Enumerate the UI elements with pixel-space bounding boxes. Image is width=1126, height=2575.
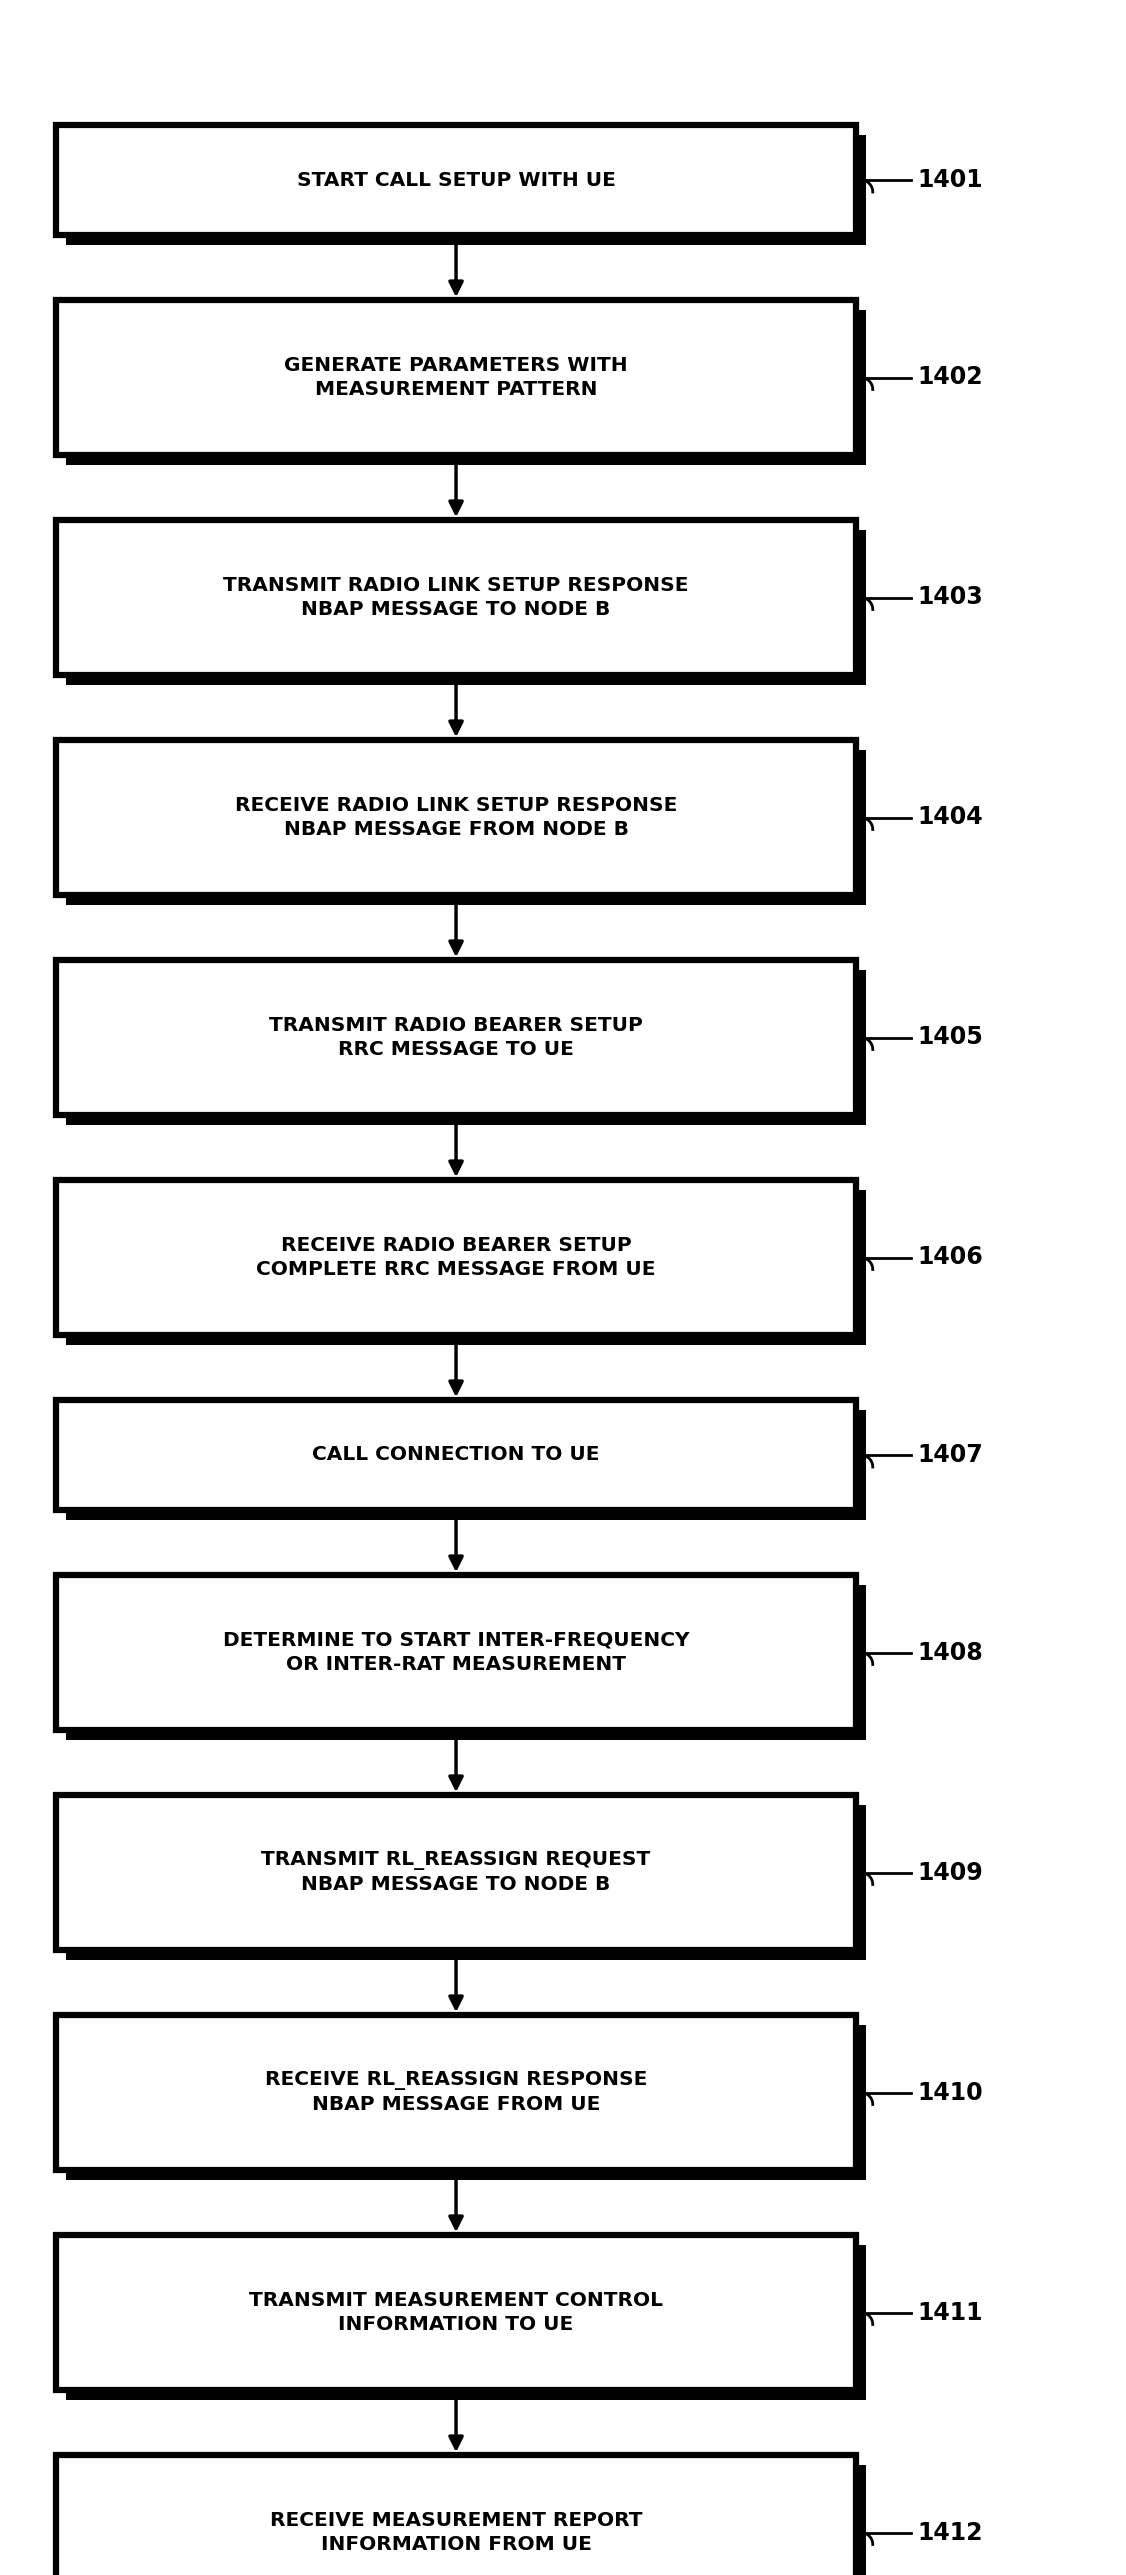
Text: TRANSMIT RADIO LINK SETUP RESPONSE
NBAP MESSAGE TO NODE B: TRANSMIT RADIO LINK SETUP RESPONSE NBAP … [223,577,689,618]
Text: 1406: 1406 [918,1246,983,1269]
Text: RECEIVE RADIO LINK SETUP RESPONSE
NBAP MESSAGE FROM NODE B: RECEIVE RADIO LINK SETUP RESPONSE NBAP M… [235,796,677,839]
Bar [66,1586,866,1741]
Text: 1404: 1404 [918,806,983,829]
Text: RECEIVE MEASUREMENT REPORT
INFORMATION FROM UE: RECEIVE MEASUREMENT REPORT INFORMATION F… [270,2511,642,2554]
Bar [66,2024,866,2181]
Text: GENERATE PARAMETERS WITH
MEASUREMENT PATTERN: GENERATE PARAMETERS WITH MEASUREMENT PAT… [284,355,628,399]
Text: START CALL SETUP WITH UE: START CALL SETUP WITH UE [296,170,616,191]
Bar [66,309,866,466]
Text: RECEIVE RL_REASSIGN RESPONSE
NBAP MESSAGE FROM UE: RECEIVE RL_REASSIGN RESPONSE NBAP MESSAG… [265,2070,647,2114]
Bar [56,1576,856,1730]
Bar [56,1795,856,1949]
Text: DETERMINE TO START INTER-FREQUENCY
OR INTER-RAT MEASUREMENT: DETERMINE TO START INTER-FREQUENCY OR IN… [223,1630,689,1674]
Text: 1405: 1405 [918,1025,983,1051]
Text: 1403: 1403 [918,585,983,610]
Text: 1411: 1411 [918,2299,983,2325]
Bar [66,1190,866,1344]
Bar [66,2245,866,2400]
Text: 1409: 1409 [918,1862,983,1885]
Bar [66,971,866,1125]
Bar [56,960,856,1115]
Bar [66,2464,866,2575]
Bar [56,739,856,896]
Bar [56,301,856,456]
Bar [66,530,866,685]
Text: TRANSMIT RADIO BEARER SETUP
RRC MESSAGE TO UE: TRANSMIT RADIO BEARER SETUP RRC MESSAGE … [269,1017,643,1058]
Bar [56,2016,856,2171]
Bar [56,1179,856,1334]
Bar [56,2454,856,2575]
Bar [56,2235,856,2390]
Bar [56,126,856,234]
Bar [66,134,866,245]
Text: 1401: 1401 [918,167,983,193]
Bar [56,520,856,675]
Text: TRANSMIT RL_REASSIGN REQUEST
NBAP MESSAGE TO NODE B: TRANSMIT RL_REASSIGN REQUEST NBAP MESSAG… [261,1851,651,1895]
Bar [66,749,866,904]
Text: TRANSMIT MEASUREMENT CONTROL
INFORMATION TO UE: TRANSMIT MEASUREMENT CONTROL INFORMATION… [249,2292,663,2333]
Text: 1402: 1402 [918,366,983,389]
Bar [56,1401,856,1509]
Text: CALL CONNECTION TO UE: CALL CONNECTION TO UE [312,1445,600,1465]
Text: 1407: 1407 [918,1442,983,1468]
Text: RECEIVE RADIO BEARER SETUP
COMPLETE RRC MESSAGE FROM UE: RECEIVE RADIO BEARER SETUP COMPLETE RRC … [257,1236,655,1280]
Bar [66,1411,866,1519]
Text: 1408: 1408 [918,1640,983,1663]
Bar [66,1805,866,1960]
Text: 1410: 1410 [918,2081,983,2104]
Text: 1412: 1412 [918,2521,983,2544]
